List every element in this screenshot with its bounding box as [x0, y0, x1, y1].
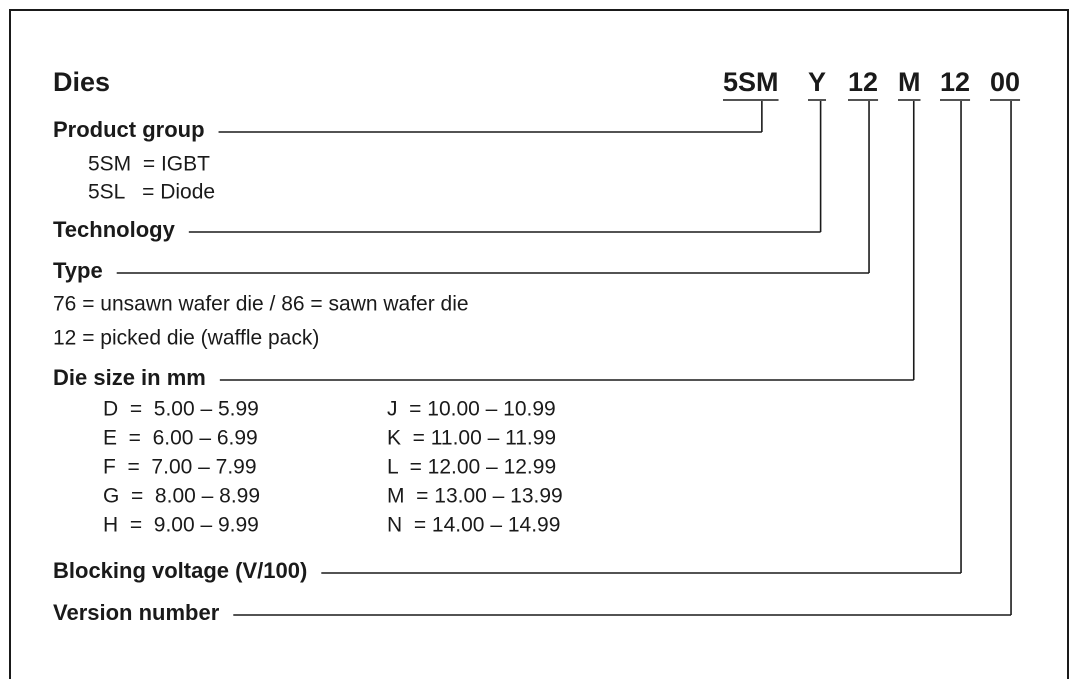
code-part: 12	[848, 67, 878, 97]
die-size-entry: H = 9.00 – 9.99	[103, 514, 259, 537]
section-label: Blocking voltage (V/100)	[53, 558, 307, 583]
code-part: 12	[940, 67, 970, 97]
die-size-entry: M = 13.00 – 13.99	[387, 485, 563, 508]
die-size-entry: K = 11.00 – 11.99	[387, 427, 556, 450]
section-label: Product group	[53, 117, 205, 142]
die-size-entry: D = 5.00 – 5.99	[103, 398, 259, 421]
type-item: 76 = unsawn wafer die / 86 = sawn wafer …	[53, 293, 469, 316]
section-label: Version number	[53, 600, 220, 625]
code-part: Y	[808, 67, 826, 97]
section-label: Die size in mm	[53, 365, 206, 390]
section-label: Type	[53, 258, 103, 283]
die-size-entry: N = 14.00 – 14.99	[387, 514, 560, 537]
product-item: 5SL = Diode	[88, 181, 215, 204]
die-size-entry: L = 12.00 – 12.99	[387, 456, 556, 479]
die-size-entry: E = 6.00 – 6.99	[103, 427, 258, 450]
code-part: M	[898, 67, 921, 97]
die-size-entry: J = 10.00 – 10.99	[387, 398, 556, 421]
code-part: 5SM	[723, 67, 779, 97]
die-size-entry: G = 8.00 – 8.99	[103, 485, 260, 508]
product-item: 5SM = IGBT	[88, 153, 210, 176]
die-size-entry: F = 7.00 – 7.99	[103, 456, 257, 479]
type-item: 12 = picked die (waffle pack)	[53, 327, 319, 350]
code-part: 00	[990, 67, 1020, 97]
section-label: Technology	[53, 217, 176, 242]
frame	[9, 9, 1069, 679]
title: Dies	[53, 67, 110, 97]
